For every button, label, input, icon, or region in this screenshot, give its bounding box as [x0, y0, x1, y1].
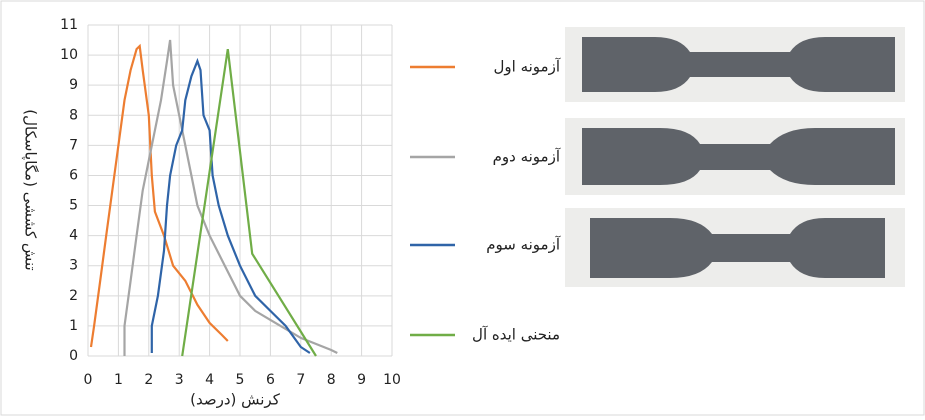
legend-label: آزمونه اول [494, 58, 561, 76]
legend-label: آزمونه دوم [493, 148, 561, 166]
y-tick-label: 3 [69, 258, 78, 274]
legend-label: منحنی ایده آل [472, 326, 560, 344]
y-tick-label: 0 [69, 348, 78, 364]
y-tick-label: 2 [69, 288, 78, 304]
y-tick-label: 6 [69, 167, 78, 183]
y-tick-label: 8 [69, 107, 78, 123]
x-tick-label: 10 [383, 372, 401, 388]
specimen-photos [565, 27, 905, 287]
x-tick-label: 4 [205, 372, 214, 388]
y-tick-label: 1 [69, 318, 78, 334]
x-tick-label: 5 [236, 372, 245, 388]
x-tick-label: 2 [144, 372, 153, 388]
y-tick-label: 11 [60, 17, 78, 33]
legend-label: آزمونه سوم [486, 236, 561, 254]
x-tick-label: 3 [175, 372, 184, 388]
x-tick-label: 0 [84, 372, 93, 388]
y-tick-label: 5 [69, 198, 78, 214]
x-axis-label: کرنش (درصد) [190, 391, 281, 409]
y-tick-label: 7 [69, 137, 78, 153]
page: 0 1 2 3 4 5 6 7 8 9 10 0 1 2 3 4 5 6 7 8 9 10 11 کرنش (درصد) ت… [0, 0, 925, 420]
x-tick-label: 1 [114, 372, 123, 388]
x-tick-label: 8 [327, 372, 336, 388]
x-tick-label: 6 [266, 372, 275, 388]
y-axis-label: تنش کششی (مگاپاسکال) [21, 109, 40, 270]
x-tick-label: 9 [357, 372, 366, 388]
y-tick-label: 9 [69, 77, 78, 93]
y-tick-label: 10 [60, 47, 78, 63]
x-tick-label: 7 [296, 372, 305, 388]
chart: 0 1 2 3 4 5 6 7 8 9 10 0 1 2 3 4 5 6 7 8 9 10 11 کرنش (درصد) ت… [0, 0, 925, 416]
y-tick-label: 4 [69, 228, 78, 244]
